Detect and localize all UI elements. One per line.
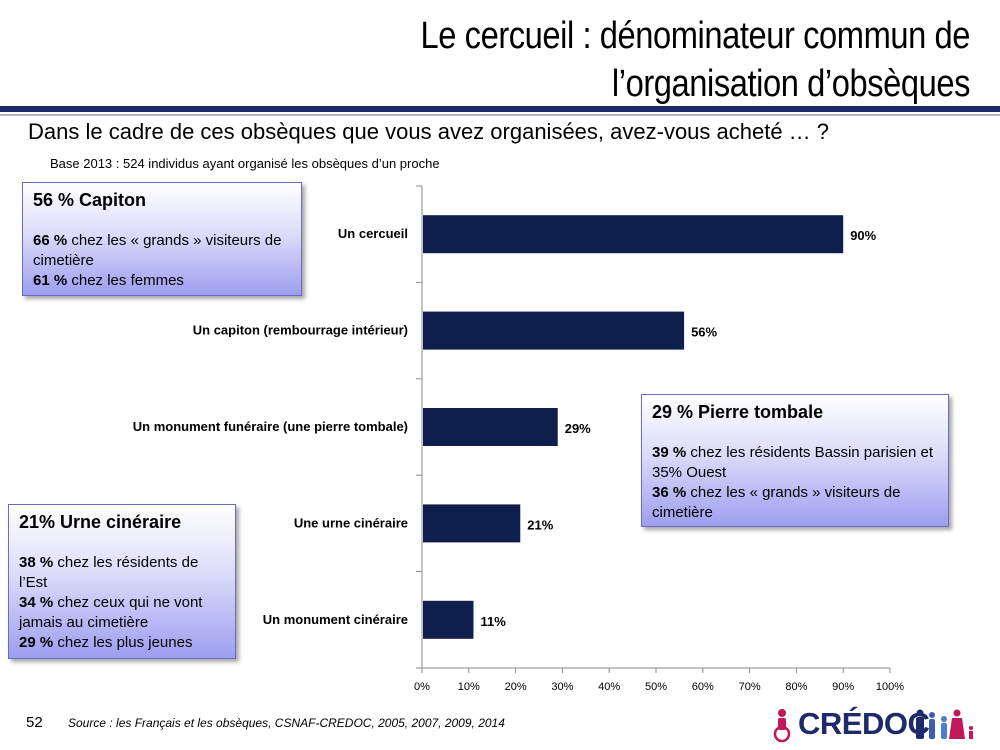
bar <box>423 311 685 350</box>
x-tick-label: 40% <box>598 681 620 693</box>
credoc-logo: CRÉDOC <box>768 704 983 744</box>
logo-figures-icon <box>773 709 973 743</box>
x-tick-label: 10% <box>458 681 480 693</box>
category-label: Une urne cinéraire <box>294 515 408 530</box>
title-rule <box>0 106 1000 112</box>
callout-pierre-text-1: chez les résidents Bassin parisien et 35… <box>652 444 933 481</box>
callout-capiton-line-2: 61 % chez les femmes <box>33 271 291 291</box>
callout-urne-text-3: chez les plus jeunes <box>53 634 193 651</box>
logo-text: CRÉDOC <box>798 706 930 741</box>
category-label: Un monument cinéraire <box>263 612 408 627</box>
x-tick-label: 0% <box>414 681 430 693</box>
callout-pierre-text-2: chez les « grands » visiteurs de cimetiè… <box>652 484 901 521</box>
x-tick-label: 80% <box>785 681 807 693</box>
x-tick-label: 50% <box>645 681 667 693</box>
x-tick-label: 100% <box>876 681 904 693</box>
value-label: 90% <box>850 228 876 243</box>
value-label: 21% <box>527 517 553 532</box>
callout-pierre-tombale: 29 % Pierre tombale 39 % chez les réside… <box>641 394 949 527</box>
callout-urne-head: 21% Urne cinéraire <box>19 512 182 532</box>
category-label: Un capiton (rembourrage intérieur) <box>193 323 408 338</box>
callout-capiton-line-1: 66 % chez les « grands » visiteurs de ci… <box>33 231 291 271</box>
page-number: 52 <box>26 714 43 731</box>
value-label: 56% <box>691 325 717 340</box>
callout-urne-text-1: chez les résidents de l’Est <box>19 554 199 591</box>
survey-question: Dans le cadre de ces obsèques que vous a… <box>28 119 830 144</box>
sample-base: Base 2013 : 524 individus ayant organisé… <box>50 156 440 171</box>
x-tick-label: 20% <box>505 681 527 693</box>
callout-urne-pct-2: 34 % <box>19 594 54 611</box>
bar-chart: 0% 10% 20% 30% 40% 50% 60% 70% 80% 90% 100% Un cerc… <box>133 185 904 693</box>
callout-capiton-text-1: chez les « grands » visiteurs de cimetiè… <box>33 232 282 269</box>
callout-pierre-head: 29 % Pierre tombale <box>652 402 824 422</box>
callout-urne-text-2: chez ceux qui ne vont jamais au cimetièr… <box>19 594 203 631</box>
callout-pierre-pct-1: 39 % <box>652 444 687 461</box>
callout-urne-pct-1: 38 % <box>19 554 54 571</box>
callout-urne-line-1: 38 % chez les résidents de l’Est <box>19 553 225 593</box>
callout-capiton: 56 % Capiton 66 % chez les « grands » vi… <box>22 182 302 296</box>
category-label: Un monument funéraire (une pierre tombal… <box>133 419 408 434</box>
x-tick-label: 90% <box>832 681 854 693</box>
callout-urne-pct-3: 29 % <box>19 634 54 651</box>
slide-title: Le cercueil : dénominateur commun de l’o… <box>316 12 971 108</box>
category-label: Un cercueil <box>338 226 408 241</box>
bar <box>423 504 521 543</box>
x-tick-label: 30% <box>551 681 573 693</box>
title-line-2: l’organisation d’obsèques <box>611 63 970 105</box>
value-label: 29% <box>565 421 591 436</box>
callout-urne-line-3: 29 % chez les plus jeunes <box>19 633 225 653</box>
bar <box>423 215 844 254</box>
value-label: 11% <box>480 614 506 629</box>
callout-urne: 21% Urne cinéraire 38 % chez les résiden… <box>8 504 236 659</box>
callout-urne-line-2: 34 % chez ceux qui ne vont jamais au cim… <box>19 593 225 633</box>
callout-capiton-text-2: chez les femmes <box>67 272 184 289</box>
bar <box>423 408 558 446</box>
source-note: Source : les Français et les obsèques, C… <box>68 716 505 730</box>
callout-capiton-pct-2: 61 % <box>33 272 68 289</box>
callout-pierre-pct-2: 36 % <box>652 484 687 501</box>
callout-capiton-head: 56 % Capiton <box>33 190 147 210</box>
x-tick-label: 60% <box>692 681 714 693</box>
title-rule-thin <box>0 114 1000 116</box>
title-line-1: Le cercueil : dénominateur commun de <box>420 15 971 57</box>
callout-capiton-pct-1: 66 % <box>33 232 68 249</box>
callout-pierre-line-2: 36 % chez les « grands » visiteurs de ci… <box>652 483 938 523</box>
callout-pierre-line-1: 39 % chez les résidents Bassin parisien … <box>652 443 938 483</box>
bar <box>423 600 474 639</box>
x-tick-label: 70% <box>739 681 761 693</box>
